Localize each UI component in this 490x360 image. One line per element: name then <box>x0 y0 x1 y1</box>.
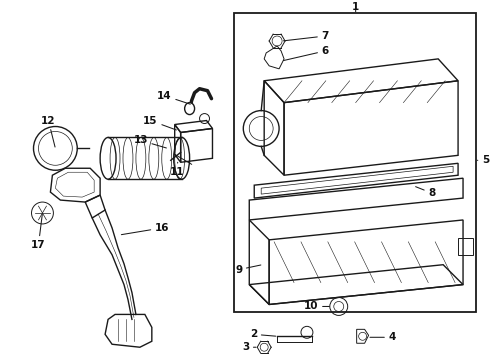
Ellipse shape <box>185 103 195 114</box>
Text: 16: 16 <box>122 223 170 235</box>
Bar <box>234 13 476 312</box>
Text: 5: 5 <box>477 155 489 165</box>
Text: 1: 1 <box>352 2 359 12</box>
Text: 12: 12 <box>41 116 56 147</box>
Text: 2: 2 <box>250 329 276 339</box>
Text: 10: 10 <box>304 301 329 311</box>
Text: 3: 3 <box>242 342 256 352</box>
Text: 9: 9 <box>235 265 261 275</box>
Text: 17: 17 <box>31 215 46 250</box>
Text: 6: 6 <box>283 46 329 60</box>
Text: 13: 13 <box>133 135 167 148</box>
Text: 7: 7 <box>283 31 329 41</box>
Text: 4: 4 <box>370 332 396 342</box>
Text: 8: 8 <box>416 187 436 198</box>
Text: 14: 14 <box>157 91 190 104</box>
Text: 15: 15 <box>143 116 176 130</box>
Text: 11: 11 <box>170 162 184 177</box>
